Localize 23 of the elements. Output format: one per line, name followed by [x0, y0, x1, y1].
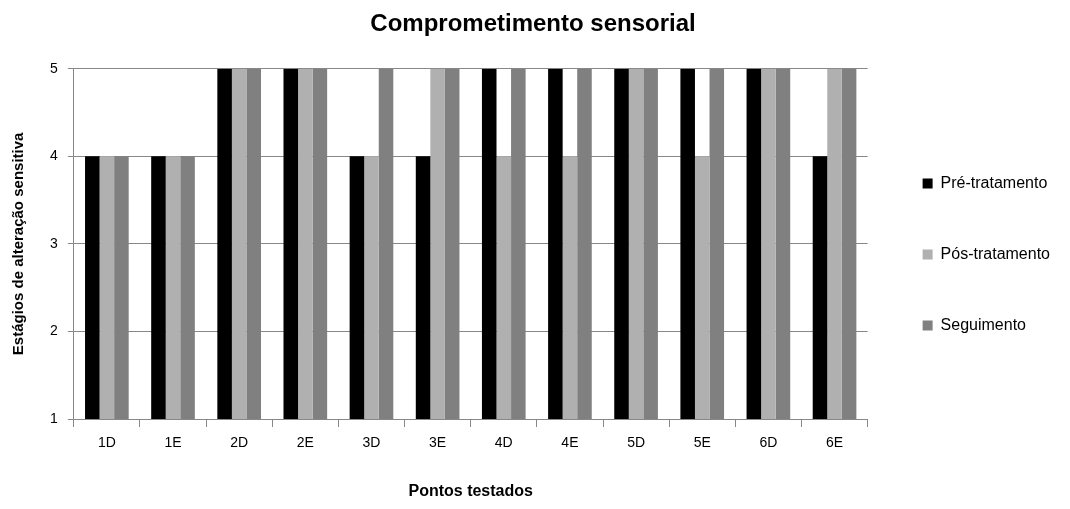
y-tick-label: 2	[49, 322, 58, 339]
y-tick-label: 4	[49, 147, 58, 164]
legend-label: Pré-tratamento	[940, 173, 1048, 191]
y-axis-title: Estágios de alteração sensitiva	[9, 131, 27, 356]
legend-label: Pós-tratamento	[940, 244, 1051, 262]
x-tick-label: 5D	[627, 434, 646, 451]
x-tick-label: 1E	[164, 434, 182, 451]
x-tick-label: 3D	[362, 434, 381, 451]
x-tick-label: 4E	[561, 434, 579, 451]
x-tick-label: 6D	[759, 434, 778, 451]
x-tick-label: 5E	[693, 434, 711, 451]
x-tick-label: 3E	[429, 434, 447, 451]
x-tick-label: 1D	[97, 434, 116, 451]
y-tick-label: 3	[49, 234, 58, 251]
x-tick-label: 4D	[494, 434, 513, 451]
x-tick-label: 2D	[230, 434, 249, 451]
x-axis-title: Pontos testados	[408, 481, 534, 499]
x-tick-label: 2E	[296, 434, 314, 451]
y-tick-label: 1	[49, 409, 58, 426]
y-tick-label: 5	[49, 59, 58, 76]
x-tick-label: 6E	[825, 434, 844, 451]
chart-title: Comprometimento sensorial	[370, 9, 696, 37]
legend-label: Seguimento	[940, 315, 1027, 333]
